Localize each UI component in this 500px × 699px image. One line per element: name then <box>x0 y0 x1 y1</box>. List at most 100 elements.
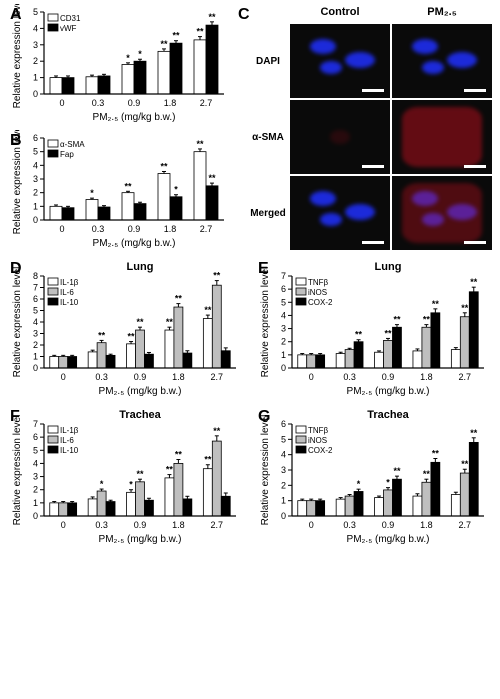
micro-row-label: Merged <box>248 176 288 250</box>
micro-cell <box>392 176 492 250</box>
svg-text:*: * <box>138 49 142 59</box>
svg-text:0.9: 0.9 <box>382 520 395 530</box>
svg-text:0: 0 <box>281 363 286 373</box>
svg-text:0: 0 <box>33 215 38 225</box>
svg-text:1.8: 1.8 <box>164 98 177 108</box>
svg-text:**: ** <box>432 449 440 459</box>
svg-text:*: * <box>357 479 361 489</box>
svg-text:**: ** <box>423 469 431 479</box>
svg-text:*: * <box>90 188 94 198</box>
svg-text:0: 0 <box>33 363 38 373</box>
svg-text:**: ** <box>128 332 136 342</box>
svg-text:TNFβ: TNFβ <box>308 278 329 287</box>
chart-A: 01234500.3**0.9****1.8****2.7PM₂.₅ (mg/k… <box>10 4 230 124</box>
svg-text:3: 3 <box>33 174 38 184</box>
svg-text:**: ** <box>175 449 183 459</box>
svg-text:1: 1 <box>281 350 286 360</box>
svg-text:vWF: vWF <box>60 24 77 33</box>
svg-text:*: * <box>126 53 130 63</box>
svg-text:2.7: 2.7 <box>459 520 472 530</box>
svg-text:**: ** <box>213 426 221 436</box>
svg-text:Relative expression level: Relative expression level <box>260 415 271 526</box>
svg-text:0.3: 0.3 <box>343 520 356 530</box>
panel-label-A: A <box>10 6 22 24</box>
svg-text:2.7: 2.7 <box>200 224 213 234</box>
svg-text:PM₂.₅ (mg/kg b.w.): PM₂.₅ (mg/kg b.w.) <box>99 534 182 545</box>
panel-D: Lung0123456780**0.3****0.9****1.8****2.7… <box>10 258 242 398</box>
svg-text:0: 0 <box>281 511 286 521</box>
micro-cell <box>290 176 390 250</box>
scale-bar <box>464 89 486 92</box>
svg-text:**: ** <box>461 459 469 469</box>
panel-label-E: E <box>258 260 269 278</box>
svg-text:3: 3 <box>33 329 38 339</box>
svg-text:0.3: 0.3 <box>343 372 356 382</box>
svg-text:0: 0 <box>309 520 314 530</box>
svg-text:1.8: 1.8 <box>420 372 433 382</box>
svg-text:Relative expression level: Relative expression level <box>12 267 23 378</box>
svg-text:0: 0 <box>61 520 66 530</box>
svg-text:1: 1 <box>33 352 38 362</box>
svg-text:**: ** <box>423 315 431 325</box>
svg-text:IL-10: IL-10 <box>60 446 79 455</box>
svg-text:Lung: Lung <box>127 261 154 273</box>
micro-col-header: Control <box>290 6 390 22</box>
chart-D: Lung0123456780**0.3****0.9****1.8****2.7… <box>10 258 242 398</box>
svg-text:Relative expression level: Relative expression level <box>260 267 271 378</box>
svg-text:5: 5 <box>281 434 286 444</box>
svg-text:0.3: 0.3 <box>92 224 105 234</box>
svg-text:1.8: 1.8 <box>172 372 185 382</box>
svg-text:0.9: 0.9 <box>382 372 395 382</box>
svg-text:4: 4 <box>33 317 38 327</box>
svg-text:**: ** <box>196 27 204 37</box>
svg-text:0.9: 0.9 <box>128 98 141 108</box>
svg-text:1: 1 <box>33 201 38 211</box>
svg-text:**: ** <box>355 330 363 340</box>
svg-text:CD31: CD31 <box>60 14 81 23</box>
svg-text:**: ** <box>470 428 478 438</box>
svg-text:1: 1 <box>33 498 38 508</box>
svg-text:2.7: 2.7 <box>200 98 213 108</box>
micro-row-label: α-SMA <box>248 100 288 174</box>
svg-text:*: * <box>174 185 178 195</box>
svg-text:0: 0 <box>309 372 314 382</box>
chart-E: Lung012345670**0.3****0.9****1.8****2.7P… <box>258 258 490 398</box>
svg-text:0.9: 0.9 <box>134 520 147 530</box>
svg-text:**: ** <box>160 39 168 49</box>
svg-text:Trachea: Trachea <box>367 409 409 421</box>
svg-text:2: 2 <box>33 340 38 350</box>
svg-text:**: ** <box>470 277 478 287</box>
svg-text:3: 3 <box>281 465 286 475</box>
panel-B: 01234560*0.3**0.9***1.8****2.7PM₂.₅ (mg/… <box>10 130 230 250</box>
svg-text:6: 6 <box>33 294 38 304</box>
svg-text:iNOS: iNOS <box>308 288 327 297</box>
panel-label-G: G <box>258 408 270 426</box>
micro-cell <box>392 100 492 174</box>
chart-B: 01234560*0.3**0.9***1.8****2.7PM₂.₅ (mg/… <box>10 130 230 250</box>
svg-text:0.9: 0.9 <box>128 224 141 234</box>
svg-text:4: 4 <box>33 458 38 468</box>
svg-text:1: 1 <box>33 73 38 83</box>
svg-text:7: 7 <box>281 271 286 281</box>
svg-text:0.9: 0.9 <box>134 372 147 382</box>
svg-text:3: 3 <box>33 40 38 50</box>
svg-text:2.7: 2.7 <box>459 372 472 382</box>
svg-text:5: 5 <box>33 445 38 455</box>
svg-text:PM₂.₅ (mg/kg b.w.): PM₂.₅ (mg/kg b.w.) <box>99 386 182 397</box>
svg-text:TNFβ: TNFβ <box>308 426 329 435</box>
svg-text:IL-1β: IL-1β <box>60 426 79 435</box>
svg-text:*: * <box>129 480 133 490</box>
svg-text:**: ** <box>136 469 144 479</box>
scale-bar <box>464 165 486 168</box>
chart-G: Trachea01234560*0.3***0.9****1.8****2.7P… <box>258 406 490 546</box>
svg-text:Fap: Fap <box>60 150 74 159</box>
svg-text:2: 2 <box>281 337 286 347</box>
svg-text:IL-10: IL-10 <box>60 298 79 307</box>
svg-text:2: 2 <box>33 485 38 495</box>
panel-label-F: F <box>10 408 20 426</box>
panel-E: Lung012345670**0.3****0.9****1.8****2.7P… <box>258 258 490 398</box>
svg-text:**: ** <box>204 305 212 315</box>
svg-text:**: ** <box>166 465 174 475</box>
svg-text:4: 4 <box>281 310 286 320</box>
svg-text:5: 5 <box>33 7 38 17</box>
